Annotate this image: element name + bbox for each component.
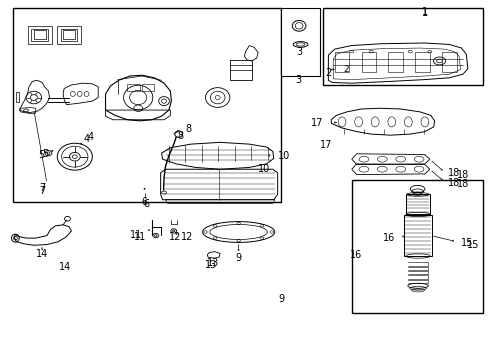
- Text: 9: 9: [278, 294, 284, 304]
- Bar: [334, 51, 348, 72]
- Text: 18: 18: [447, 178, 460, 188]
- Text: 15: 15: [466, 240, 478, 250]
- Text: 2: 2: [343, 65, 348, 74]
- Bar: [441, 51, 456, 72]
- Bar: [406, 194, 429, 214]
- Text: 3: 3: [295, 46, 302, 57]
- Text: 14: 14: [36, 248, 48, 258]
- Text: 13: 13: [205, 260, 217, 270]
- Text: 10: 10: [277, 150, 289, 161]
- Text: 18: 18: [456, 179, 468, 189]
- Text: 13: 13: [206, 258, 219, 268]
- Bar: [281, 8, 320, 76]
- Text: 7: 7: [39, 186, 45, 197]
- Bar: [351, 180, 483, 313]
- Text: 17: 17: [320, 140, 332, 150]
- Text: 16: 16: [349, 250, 361, 260]
- Text: 6: 6: [142, 199, 149, 210]
- Text: 4: 4: [88, 132, 94, 142]
- Bar: [13, 8, 281, 202]
- Text: 1: 1: [421, 8, 427, 18]
- Text: 2: 2: [325, 68, 331, 78]
- Bar: [387, 51, 402, 72]
- Text: 16: 16: [383, 233, 395, 243]
- Text: 12: 12: [181, 232, 193, 242]
- Text: 3: 3: [294, 75, 301, 85]
- Text: 12: 12: [169, 232, 181, 242]
- Text: 15: 15: [460, 238, 472, 248]
- Bar: [414, 51, 429, 72]
- Text: 11: 11: [133, 232, 145, 242]
- Text: 10: 10: [257, 164, 269, 174]
- Text: 18: 18: [456, 170, 468, 180]
- Text: 14: 14: [59, 262, 71, 272]
- Text: 1: 1: [421, 7, 427, 17]
- Bar: [127, 84, 140, 91]
- Text: 8: 8: [177, 131, 183, 141]
- Bar: [142, 84, 154, 91]
- Text: 4: 4: [83, 134, 89, 144]
- Bar: [322, 8, 483, 85]
- Text: 9: 9: [235, 253, 241, 263]
- Text: 7: 7: [40, 183, 46, 193]
- Text: 6: 6: [141, 197, 147, 207]
- Text: 8: 8: [184, 124, 191, 134]
- Bar: [361, 51, 375, 72]
- Bar: [229, 60, 251, 80]
- Text: 18: 18: [447, 168, 460, 178]
- Text: 5: 5: [42, 149, 49, 159]
- Text: 11: 11: [130, 230, 142, 239]
- Bar: [404, 215, 431, 256]
- Text: 5: 5: [38, 150, 44, 160]
- Text: 17: 17: [310, 118, 323, 128]
